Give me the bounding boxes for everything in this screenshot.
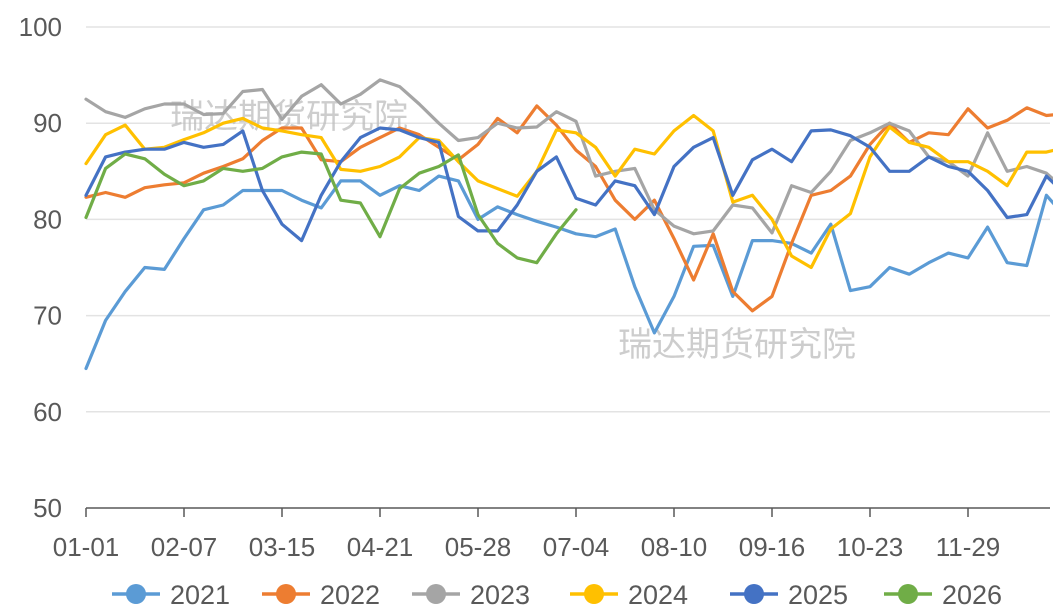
y-tick-label: 50 [33, 493, 62, 523]
series-line-2026 [84, 150, 578, 265]
legend: 2021 2022 2023 2024 2025 2026 [112, 580, 1002, 610]
legend-marker [426, 584, 446, 604]
y-tick-label: 100 [19, 12, 62, 42]
legend-item-2026: 2026 [884, 580, 1002, 610]
series-line-2022 [84, 104, 1053, 313]
x-tick-label: 10-23 [837, 532, 904, 562]
x-tick-label: 01-01 [53, 532, 120, 562]
axes: 50 60 70 80 90 100 01-01 02-07 03-15 04-21 05-28 07… [19, 12, 1050, 562]
y-tick-label: 90 [33, 108, 62, 138]
legend-label: 2023 [470, 580, 530, 608]
legend-item-2023: 2023 [412, 580, 530, 610]
legend-label: 2021 [170, 580, 230, 608]
y-tick-label: 60 [33, 397, 62, 427]
legend-item-2025: 2025 [730, 580, 848, 610]
legend-marker [584, 584, 604, 604]
legend-label: 2026 [942, 580, 1002, 608]
legend-marker [898, 584, 918, 604]
series-lines [84, 78, 1053, 371]
legend-item-2021: 2021 [112, 580, 230, 610]
legend-marker [126, 584, 146, 604]
legend-item-2024: 2024 [570, 580, 688, 610]
y-tick-label: 70 [33, 301, 62, 331]
legend-label: 2022 [320, 580, 380, 608]
x-tick-label: 03-15 [249, 532, 316, 562]
series-line-2025 [84, 126, 1053, 243]
series-line-2023 [84, 78, 1053, 236]
legend-item-2022: 2022 [262, 580, 380, 610]
x-tick-label: 07-04 [543, 532, 610, 562]
legend-label: 2024 [628, 580, 688, 608]
legend-label: 2025 [788, 580, 848, 608]
x-tick-label: 04-21 [347, 532, 414, 562]
x-tick-label: 02-07 [151, 532, 218, 562]
x-tick-label: 08-10 [641, 532, 708, 562]
series-line-2024 [84, 113, 1053, 270]
legend-marker [276, 584, 296, 604]
watermark-text: 瑞达期货研究院 [618, 326, 856, 364]
x-tick-label: 11-29 [936, 532, 1001, 562]
legend-marker [744, 584, 764, 604]
x-tick-label: 05-28 [445, 532, 512, 562]
y-tick-label: 80 [33, 204, 62, 234]
series-line-2021 [84, 174, 1053, 371]
x-tick-label: 09-16 [739, 532, 806, 562]
